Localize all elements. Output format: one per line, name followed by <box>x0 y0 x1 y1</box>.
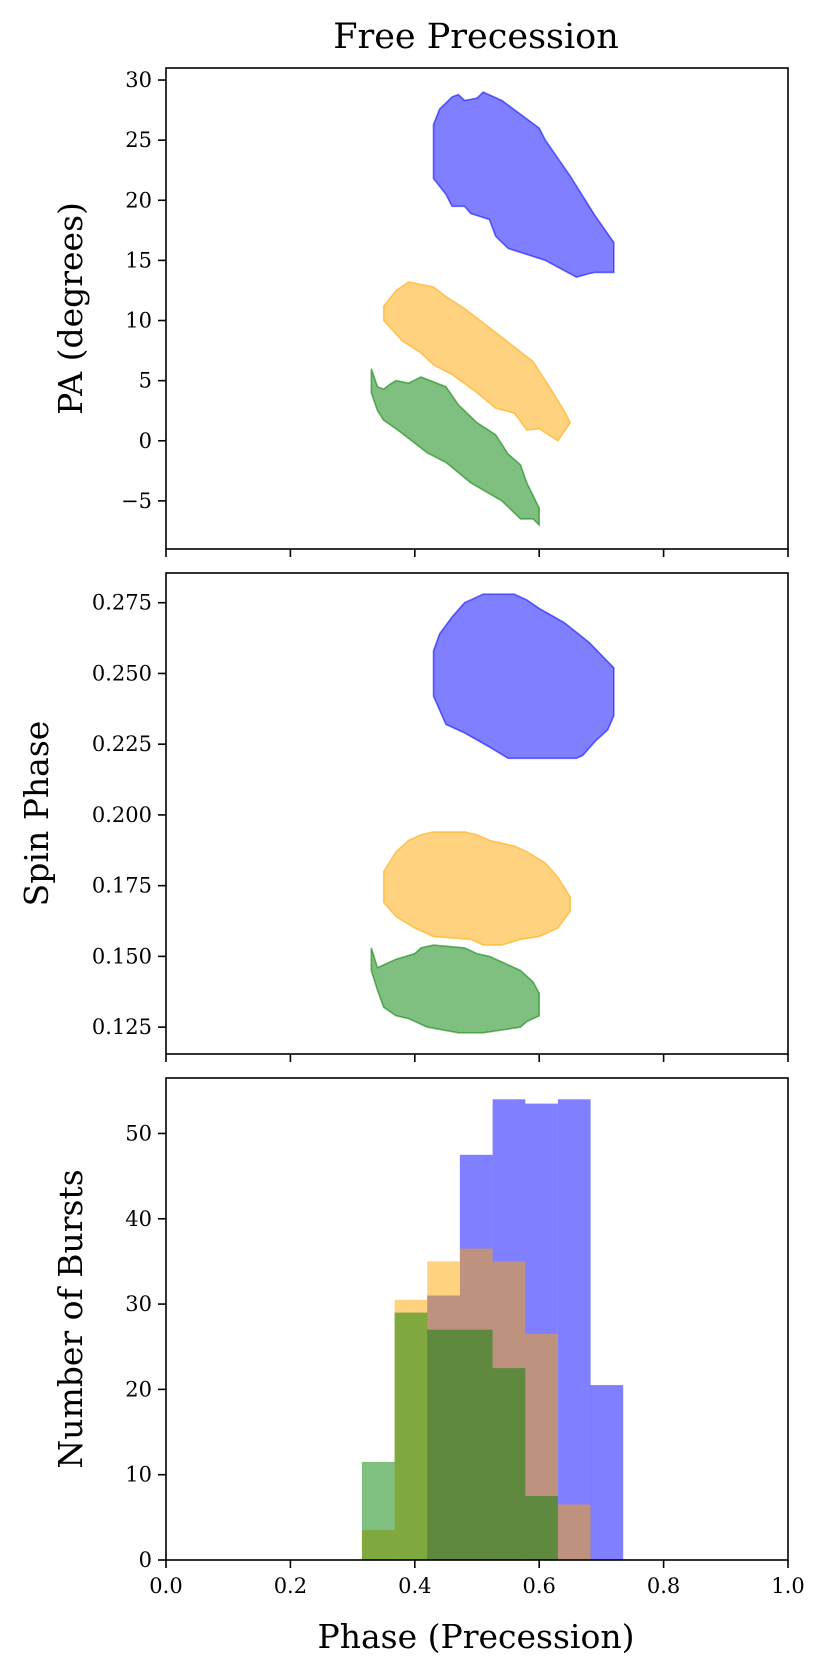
x-tick-label: 0.2 <box>274 1574 307 1598</box>
y-tick-label: 0.275 <box>92 591 152 615</box>
region-orange <box>382 831 572 946</box>
bar-green-1 <box>394 1312 428 1560</box>
x-tick-label: 0.6 <box>522 1574 555 1598</box>
x-tick-label: 0.0 <box>149 1574 182 1598</box>
y-tick-label: 0.125 <box>92 1015 152 1039</box>
y-tick-label: 0 <box>139 429 152 453</box>
y-axis-label: Spin Phase <box>17 721 56 907</box>
x-tick-label: 0.4 <box>398 1574 431 1598</box>
y-tick-label: 0.225 <box>92 732 152 756</box>
axes-frame <box>165 572 789 1055</box>
y-tick-label: 10 <box>125 309 152 333</box>
y-axis-label: PA (degrees) <box>51 202 90 415</box>
y-tick-label: 10 <box>125 1463 152 1487</box>
y-tick-label: 30 <box>125 68 152 92</box>
bar-green-5 <box>525 1496 558 1560</box>
x-tick-label: 1.0 <box>771 1574 804 1598</box>
x-tick-label: 0.8 <box>647 1574 680 1598</box>
axes-frame <box>165 67 789 550</box>
bar-blue-5 <box>590 1385 624 1560</box>
y-axis-label: Number of Bursts <box>51 1169 90 1468</box>
bar-green-0 <box>361 1461 395 1560</box>
y-tick-label: 25 <box>125 128 152 152</box>
y-tick-label: 0.200 <box>92 803 152 827</box>
bar-green-4 <box>492 1368 526 1560</box>
bar-green-3 <box>459 1329 493 1560</box>
bar-orange-6 <box>557 1504 591 1560</box>
y-tick-label: 0 <box>139 1548 152 1572</box>
region-blue <box>432 91 615 279</box>
pa-panel: −5 0 5 10 15 20 25 30 PA (degrees) <box>51 67 789 557</box>
axes-frame <box>165 1077 789 1561</box>
y-tick-label: 20 <box>125 188 152 212</box>
x-axis-label: Phase (Precession) <box>318 1617 635 1656</box>
bar-blue-4 <box>557 1099 591 1560</box>
y-tick-label: 20 <box>125 1377 152 1401</box>
y-tick-label: 0.250 <box>92 661 152 685</box>
figure-title: Free Precession <box>333 17 619 57</box>
y-tick-label: 5 <box>139 369 152 393</box>
y-tick-label: 40 <box>125 1207 152 1231</box>
region-green <box>370 368 541 527</box>
y-tick-label: 50 <box>125 1121 152 1145</box>
histogram-panel: 0 10 20 30 40 50 0.0 0.2 0.4 0.6 0.8 1.0 Number of B… <box>51 1077 805 1598</box>
y-tick-label: 0.150 <box>92 944 152 968</box>
region-orange <box>382 281 572 442</box>
bar-green-2 <box>427 1329 460 1560</box>
y-tick-label: −5 <box>121 489 152 513</box>
region-green <box>370 944 541 1034</box>
region-blue <box>432 593 615 760</box>
y-tick-label: 15 <box>125 248 152 272</box>
y-tick-label: 0.175 <box>92 874 152 898</box>
spin-phase-panel: 0.125 0.150 0.175 0.200 0.225 0.250 0.275 Spin … <box>17 572 789 1062</box>
y-tick-label: 30 <box>125 1292 152 1316</box>
